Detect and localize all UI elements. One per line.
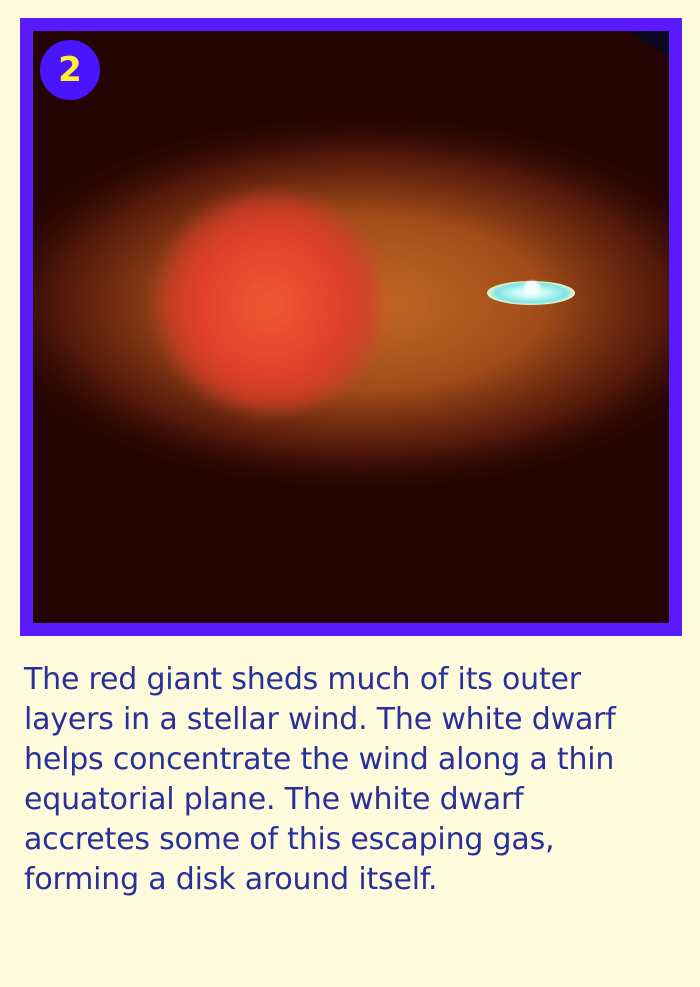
red-giant-star <box>152 175 388 411</box>
illustration-frame <box>20 18 682 636</box>
white-dwarf-star <box>522 279 542 295</box>
caption-text: The red giant sheds much of its outer la… <box>24 662 616 897</box>
step-number-badge: 2 <box>40 40 100 100</box>
corner-mark <box>629 31 669 57</box>
binary-star-scene <box>33 31 669 623</box>
scene-graphic <box>33 31 669 623</box>
